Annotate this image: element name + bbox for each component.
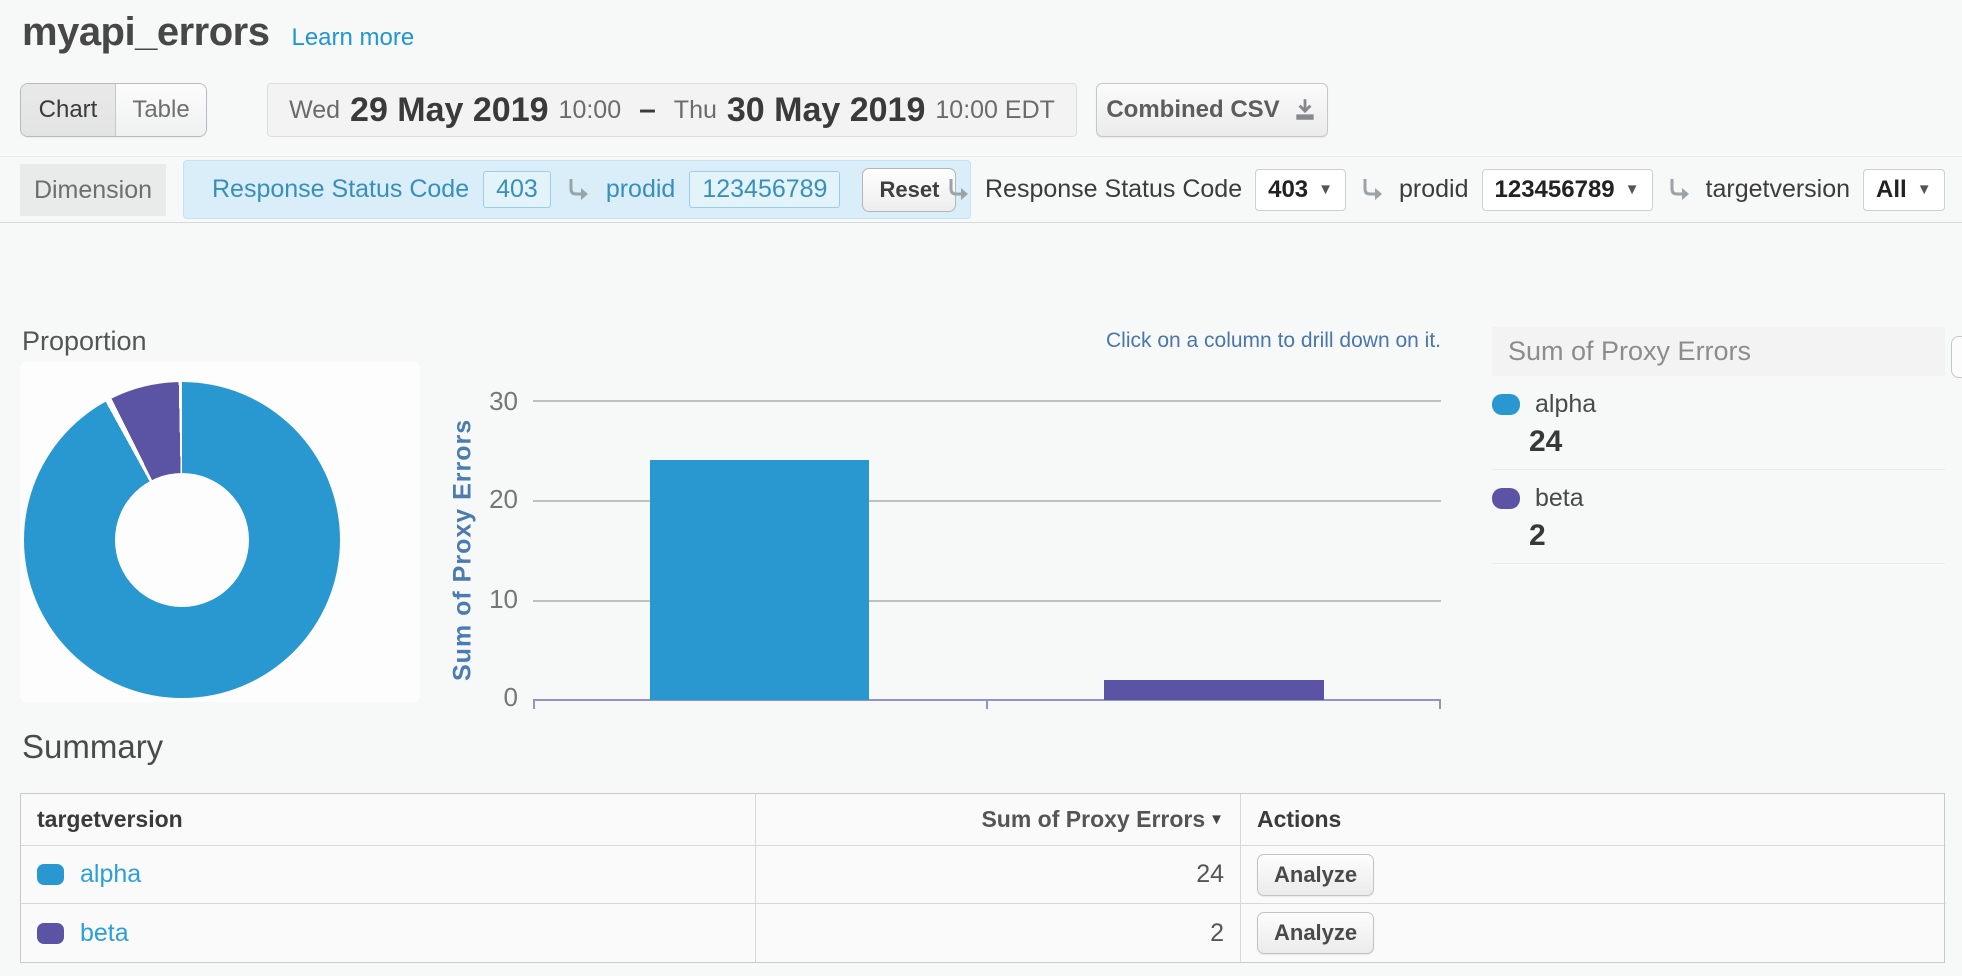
start-day: Wed — [289, 96, 340, 125]
dropdown-label: Response Status Code — [985, 175, 1242, 204]
applied-filter-value[interactable]: 403 — [483, 171, 551, 208]
legend-item-value: 24 — [1529, 419, 1945, 459]
chevron-down-icon: ▼ — [1917, 181, 1932, 198]
legend-item-name: beta — [1535, 484, 1584, 513]
proportion-card — [20, 362, 420, 702]
select-value: 123456789 — [1495, 176, 1615, 204]
legend-item-value: 2 — [1529, 513, 1945, 553]
clipped-edge-button[interactable] — [1951, 336, 1962, 378]
drilldown-arrow-icon — [945, 176, 972, 203]
dropdown-label: targetversion — [1706, 175, 1851, 204]
summary-table: targetversion Sum of Proxy Errors ▼ Acti… — [20, 793, 1945, 963]
targetversion-select[interactable]: All ▼ — [1863, 169, 1945, 211]
start-time: 10:00 — [559, 96, 622, 125]
sum-value-cell: 24 — [756, 846, 1241, 904]
table-row: alpha — [21, 846, 756, 904]
applied-filter-value[interactable]: 123456789 — [689, 171, 840, 208]
bar-column[interactable] — [650, 460, 869, 700]
response-status-code-select[interactable]: 403 ▼ — [1255, 169, 1346, 211]
legend-panel: Sum of Proxy Errors alpha 24 beta 2 — [1492, 327, 1945, 564]
bar-column[interactable] — [1104, 680, 1324, 700]
chevron-down-icon: ▼ — [1625, 181, 1640, 198]
column-header-sum-sortable[interactable]: Sum of Proxy Errors ▼ — [756, 794, 1241, 846]
select-value: All — [1876, 176, 1907, 204]
legend-title: Sum of Proxy Errors — [1492, 327, 1945, 376]
drilldown-arrow-icon — [565, 176, 592, 203]
legend-item-name: alpha — [1535, 390, 1596, 419]
sum-value-cell: 2 — [756, 904, 1241, 962]
proportion-title: Proportion — [22, 326, 147, 357]
targetversion-link[interactable]: beta — [80, 919, 129, 948]
applied-filter-label: Response Status Code — [212, 175, 469, 204]
select-value: 403 — [1268, 176, 1308, 204]
donut-hole — [115, 473, 249, 607]
beta-swatch — [1492, 488, 1520, 509]
chart-view-button[interactable]: Chart — [21, 84, 116, 136]
y-tick-0: 0 — [466, 682, 518, 713]
analyze-button[interactable]: Analyze — [1257, 854, 1374, 896]
gridline-30 — [533, 400, 1441, 402]
x-axis-tick — [986, 700, 988, 709]
page-title: myapi_errors — [22, 10, 269, 55]
y-axis-label: Sum of Proxy Errors — [446, 395, 480, 705]
page-header: myapi_errors Learn more — [22, 10, 414, 55]
dimension-label: Dimension — [20, 164, 166, 216]
applied-filter-label: prodid — [606, 175, 676, 204]
column-header-actions: Actions — [1241, 794, 1946, 846]
drilldown-arrow-icon — [1359, 176, 1386, 203]
chevron-down-icon: ▼ — [1318, 181, 1333, 198]
date-range-separator: – — [639, 93, 656, 127]
analyze-button[interactable]: Analyze — [1257, 912, 1374, 954]
view-toggle: Chart Table — [20, 83, 207, 137]
alpha-swatch — [1492, 394, 1520, 415]
download-icon — [1292, 97, 1318, 123]
summary-title: Summary — [22, 728, 163, 766]
drilldown-hint: Click on a column to drill down on it. — [1106, 329, 1441, 353]
table-row: beta — [21, 904, 756, 962]
column-header-label: Sum of Proxy Errors — [981, 806, 1205, 833]
table-view-button[interactable]: Table — [116, 84, 206, 136]
alpha-swatch — [37, 864, 64, 885]
y-tick-30: 30 — [466, 386, 518, 417]
actions-cell: Analyze — [1241, 904, 1946, 962]
legend-item: alpha 24 — [1492, 376, 1945, 470]
x-axis-tick — [1439, 700, 1441, 709]
end-date: 30 May 2019 — [727, 91, 926, 130]
sort-desc-icon: ▼ — [1209, 811, 1224, 828]
end-time: 10:00 EDT — [935, 96, 1055, 125]
combined-csv-label: Combined CSV — [1106, 96, 1279, 124]
learn-more-link[interactable]: Learn more — [291, 24, 414, 52]
y-tick-10: 10 — [466, 584, 518, 615]
toolbar: Chart Table Wed 29 May 2019 10:00 – Thu … — [20, 82, 1945, 138]
bar-chart — [533, 400, 1441, 700]
prodid-select[interactable]: 123456789 ▼ — [1482, 169, 1653, 211]
beta-swatch — [37, 923, 64, 944]
drilldown-arrow-icon — [1666, 176, 1693, 203]
end-day: Thu — [674, 96, 717, 125]
date-range-picker[interactable]: Wed 29 May 2019 10:00 – Thu 30 May 2019 … — [267, 83, 1077, 137]
actions-cell: Analyze — [1241, 846, 1946, 904]
reset-button[interactable]: Reset — [862, 168, 956, 212]
targetversion-link[interactable]: alpha — [80, 860, 141, 889]
filter-bar: Dimension Response Status Code 403 prodi… — [0, 156, 1962, 223]
dropdown-label: prodid — [1399, 175, 1469, 204]
legend-item: beta 2 — [1492, 470, 1945, 564]
y-tick-20: 20 — [466, 484, 518, 515]
combined-csv-button[interactable]: Combined CSV — [1096, 83, 1328, 137]
applied-filters-breadcrumb: Response Status Code 403 prodid 12345678… — [183, 160, 971, 219]
analytics-dashboard: myapi_errors Learn more Chart Table Wed … — [0, 0, 1962, 976]
column-header-targetversion: targetversion — [21, 794, 756, 846]
start-date: 29 May 2019 — [350, 91, 549, 130]
donut-chart[interactable] — [24, 382, 340, 698]
dimension-dropdowns: Response Status Code 403 ▼ prodid 123456… — [945, 160, 1945, 219]
x-axis-tick — [533, 700, 535, 709]
